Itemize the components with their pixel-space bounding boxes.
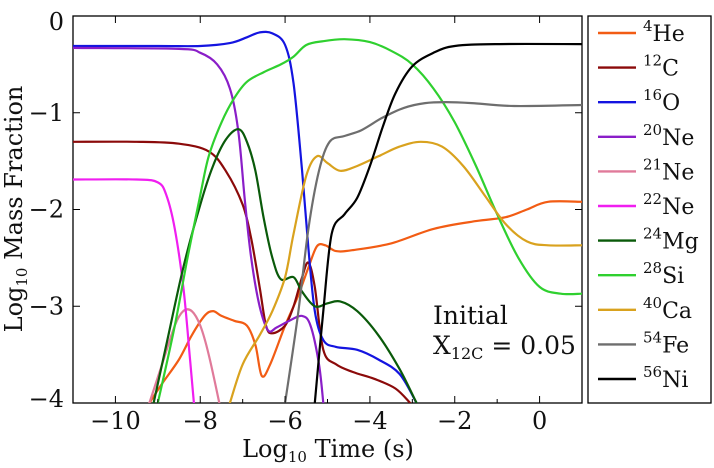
y-tick-label: −4: [29, 385, 64, 413]
y-tick-label: −3: [29, 292, 64, 320]
legend-label: 28Si: [643, 259, 684, 289]
y-tick-label: 0: [49, 8, 64, 36]
x-axis-label: Log10 Time (s): [242, 435, 414, 466]
series-line-56ni: [313, 42, 582, 403]
x-tick-label: −6: [267, 407, 302, 435]
y-tick-label: −1: [29, 99, 64, 127]
x-tick-label: −4: [352, 407, 387, 435]
series-line-54fe: [284, 101, 582, 403]
series-line-16o: [73, 30, 418, 403]
legend-box: [587, 15, 712, 404]
legend-label: 54Fe: [643, 328, 689, 358]
legend-label: 21Ne: [643, 155, 694, 185]
legend-label: 20Ne: [643, 121, 694, 151]
legend-label: 22Ne: [643, 190, 694, 220]
y-axis-label: Log10 Mass Fraction: [0, 86, 31, 333]
series-layer: [73, 30, 582, 403]
legend-label: 16O: [643, 86, 680, 116]
ticks-layer: −10 −8 −6 −4 −2 0 0 −1 −2 −3 −4: [29, 8, 583, 435]
legend-item-16o: 16O: [598, 86, 680, 116]
series-line-22ne: [73, 178, 195, 403]
legend-label: 56Ni: [643, 363, 688, 393]
series-line-4he: [148, 200, 582, 403]
legend-label: 4He: [643, 17, 685, 47]
x-tick-label: −10: [90, 407, 141, 435]
legend-item-28si: 28Si: [598, 259, 684, 289]
legend-item-21ne: 21Ne: [598, 155, 694, 185]
annotation-line1: Initial: [433, 301, 508, 330]
legend-item-56ni: 56Ni: [598, 363, 688, 393]
legend-item-22ne: 22Ne: [598, 190, 694, 220]
legend-item-4he: 4He: [598, 17, 685, 47]
series-line-24mg: [152, 128, 418, 403]
legend-item-20ne: 20Ne: [598, 121, 694, 151]
series-line-40ca: [228, 140, 582, 403]
legend-item-40ca: 40Ca: [598, 294, 692, 324]
x-tick-label: −2: [437, 407, 472, 435]
y-tick-label: −2: [29, 196, 64, 224]
legend-item-12c: 12C: [598, 52, 679, 82]
legend-label: 40Ca: [643, 294, 692, 324]
legend: 4He 12C 16O 20Ne 21Ne 22Ne 24Mg 28Si 40Ca 54Fe 56N…: [598, 17, 699, 393]
legend-label: 24Mg: [643, 225, 699, 255]
x-tick-label: −8: [183, 407, 218, 435]
series-line-12c: [73, 140, 412, 403]
series-line-20ne: [73, 46, 325, 403]
legend-item-54fe: 54Fe: [598, 328, 689, 358]
legend-item-24mg: 24Mg: [598, 225, 699, 255]
x-tick-label: 0: [532, 407, 547, 435]
annotation-line2: X12C = 0.05: [433, 331, 576, 363]
legend-label: 12C: [643, 52, 679, 82]
